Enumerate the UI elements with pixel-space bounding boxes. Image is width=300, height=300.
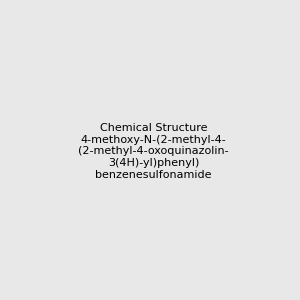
Text: Chemical Structure
4-methoxy-N-(2-methyl-4-
(2-methyl-4-oxoquinazolin-
3(4H)-yl): Chemical Structure 4-methoxy-N-(2-methyl… — [78, 123, 229, 180]
